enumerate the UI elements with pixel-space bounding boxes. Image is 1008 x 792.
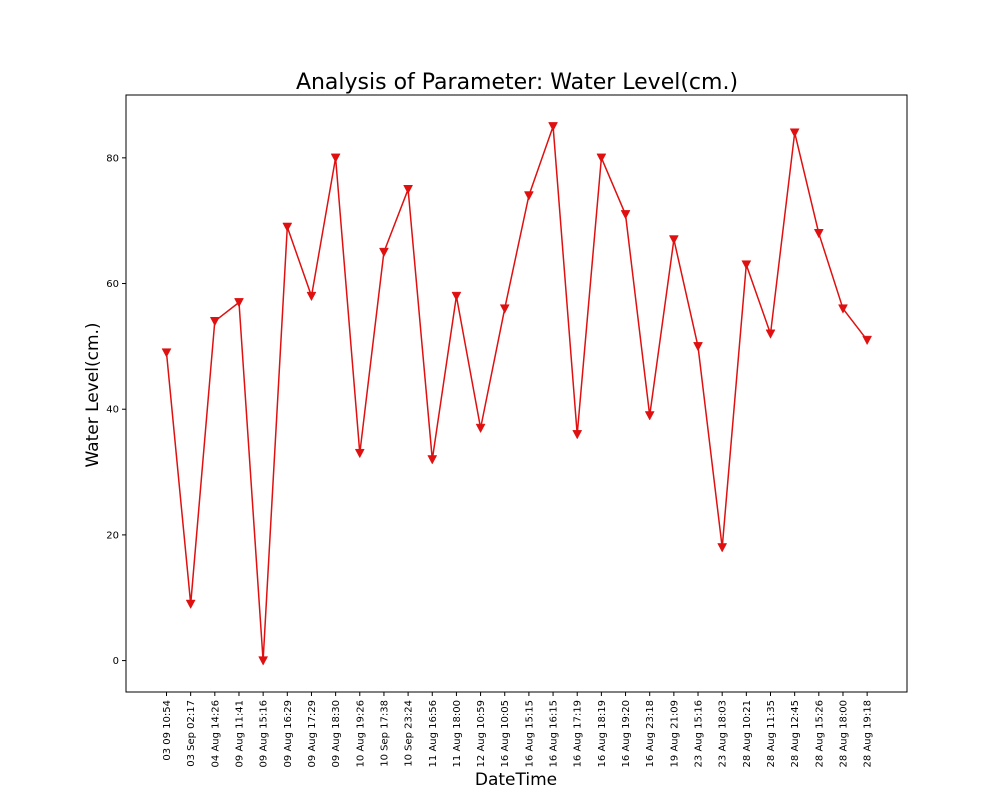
data-point-marker — [379, 247, 389, 258]
data-point-marker — [427, 455, 438, 465]
x-tick-label: 03 Sep 02:17 — [186, 700, 197, 767]
x-tick-label: 16 Aug 10:05 — [500, 700, 511, 767]
x-tick-label: 28 Aug 19:18 — [863, 700, 874, 767]
data-point-marker — [862, 335, 873, 346]
x-tick-label: 09 Aug 15:16 — [259, 700, 270, 767]
data-point-marker — [572, 430, 583, 440]
x-tick-label: 28 Aug 11:35 — [766, 700, 777, 767]
x-tick-label: 03 09 10:54 — [162, 700, 173, 761]
x-tick-label: 16 Aug 18:19 — [597, 700, 608, 767]
series-line — [165, 125, 868, 662]
x-tick-label: 16 Aug 16:15 — [549, 700, 560, 767]
data-point-marker — [403, 185, 414, 195]
data-point-marker — [693, 342, 703, 352]
plot-area: 0 20 40 60 80 03 09 10:54 03 Sep 02:17 04 Aug … — [106, 94, 908, 767]
x-tick-label: 09 Aug 11:41 — [234, 700, 245, 767]
data-point-marker — [258, 656, 269, 666]
x-axis-label: DateTime — [475, 770, 557, 790]
data-point-marker — [185, 599, 196, 610]
y-tick-label: 20 — [106, 530, 119, 541]
x-tick-label: 28 Aug 18:00 — [838, 700, 849, 767]
data-point-marker — [620, 210, 631, 220]
data-point-marker — [354, 448, 365, 459]
plot-frame — [125, 94, 908, 693]
y-tick-label: 80 — [106, 153, 119, 164]
x-tick-label: 28 Aug 15:26 — [814, 700, 825, 767]
x-tick-label: 23 Aug 18:03 — [718, 700, 729, 767]
chart-title: Analysis of Parameter: Water Level(cm.) — [296, 70, 738, 95]
data-point-marker — [499, 304, 510, 314]
y-tick-label: 40 — [106, 405, 119, 416]
y-axis-label: Water Level(cm.) — [83, 322, 103, 467]
x-tick-label: 28 Aug 10:21 — [742, 700, 753, 767]
data-point-marker — [644, 411, 655, 421]
series-layer — [161, 122, 873, 666]
data-point-marker — [548, 122, 558, 132]
x-tick-label: 10 Aug 19:26 — [355, 700, 366, 767]
data-point-marker — [668, 235, 679, 245]
data-point-marker — [161, 348, 172, 358]
y-tick-label: 60 — [106, 279, 119, 290]
data-point-marker — [596, 153, 607, 163]
data-point-marker — [234, 298, 244, 308]
x-tick-label: 23 Aug 15:16 — [694, 700, 705, 767]
x-tick-label: 11 Aug 18:00 — [452, 700, 463, 767]
x-tick-label: 16 Aug 19:20 — [621, 700, 632, 767]
x-tick-label: 16 Aug 15:15 — [524, 700, 535, 767]
data-point-marker — [838, 304, 848, 314]
data-point-marker — [330, 153, 341, 163]
data-point-marker — [523, 191, 534, 201]
x-tick-label: 04 Aug 14:26 — [210, 700, 221, 767]
x-tick-label: 09 Aug 17:29 — [307, 700, 318, 767]
x-axis: 03 09 10:54 03 Sep 02:17 04 Aug 14:26 09 Au… — [162, 692, 874, 767]
data-point-marker — [209, 316, 220, 327]
data-point-marker — [789, 128, 800, 138]
data-point-marker — [765, 329, 776, 339]
x-tick-label: 19 Aug 21:09 — [669, 700, 680, 767]
x-tick-label: 09 Aug 18:30 — [331, 700, 342, 767]
data-point-marker — [451, 291, 462, 302]
x-tick-label: 16 Aug 23:18 — [645, 700, 656, 767]
y-tick-label: 0 — [113, 656, 119, 667]
x-tick-label: 10 Sep 23:24 — [404, 700, 415, 767]
x-tick-label: 16 Aug 17:19 — [573, 700, 584, 767]
data-point-marker — [306, 291, 317, 302]
x-tick-label: 09 Aug 16:29 — [283, 700, 294, 767]
data-point-marker — [282, 222, 293, 233]
data-point-marker — [475, 423, 486, 434]
x-tick-label: 11 Aug 16:56 — [428, 700, 439, 767]
y-axis: 0 20 40 60 80 — [106, 153, 126, 667]
x-tick-label: 10 Sep 17:38 — [379, 700, 390, 767]
x-tick-label: 28 Aug 12:45 — [790, 700, 801, 767]
x-tick-label: 12 Aug 10:59 — [476, 700, 487, 767]
data-point-marker — [717, 543, 728, 553]
data-point-marker — [813, 229, 824, 239]
data-point-marker — [741, 260, 752, 270]
